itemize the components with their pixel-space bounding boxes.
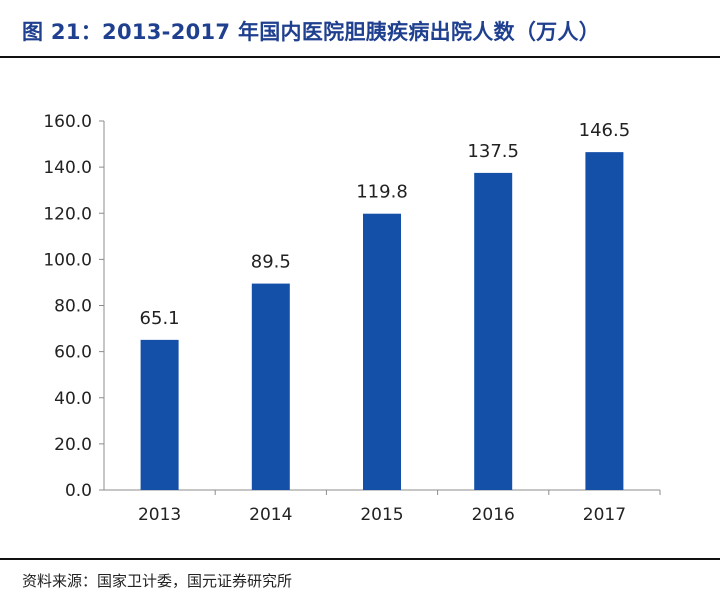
y-tick-label: 140.0	[43, 158, 92, 178]
bar-chart-svg: 0.020.040.060.080.0100.0120.0140.0160.0 …	[43, 112, 661, 525]
y-axis: 0.0 20.0 40.0 60.0 80.0 100.0 120.0 140.0 160.0	[43, 112, 105, 501]
bar-2014	[251, 283, 290, 490]
bar-2016	[474, 172, 513, 490]
y-tick-label: 0.0	[65, 481, 92, 501]
source-note: 资料来源：国家卫计委，国元证券研究所	[22, 572, 293, 590]
data-label-2014: 89.5	[251, 252, 291, 273]
chart-title: 图 21：2013-2017 年国内医院胆胰疾病出院人数（万人）	[22, 20, 601, 44]
data-label-2016: 137.5	[467, 141, 519, 162]
bar-2017	[585, 152, 624, 490]
x-tick-label: 2013	[138, 505, 181, 525]
y-tick-label: 60.0	[54, 343, 92, 363]
y-tick-label: 120.0	[43, 204, 92, 224]
data-labels: 65.1 89.5 119.8 137.5 146.5	[140, 120, 631, 329]
y-tick-label: 80.0	[54, 297, 92, 317]
y-tick-label: 40.0	[54, 389, 92, 409]
data-label-2015: 119.8	[356, 182, 408, 203]
y-tick-label: 20.0	[54, 435, 92, 455]
bar-2013	[140, 339, 179, 490]
y-tick-label: 100.0	[43, 250, 92, 270]
data-label-2013: 65.1	[140, 308, 180, 329]
bars	[140, 152, 624, 490]
x-tick-label: 2017	[583, 505, 626, 525]
x-tick-label: 2015	[360, 505, 403, 525]
title-divider	[0, 56, 720, 58]
x-tick-label: 2014	[249, 505, 292, 525]
x-tick-label: 2016	[472, 505, 515, 525]
bar-2015	[363, 213, 401, 490]
footer-divider	[0, 558, 720, 560]
bar-chart: 0.0 20.0 40.0 60.0 80.0 100.0 120.0 140.0 160.0 …	[0, 60, 720, 554]
y-tick-label: 160.0	[43, 112, 92, 132]
x-axis: 2013 2014 2015 2016 2017	[104, 489, 661, 525]
data-label-2017: 146.5	[579, 120, 631, 141]
